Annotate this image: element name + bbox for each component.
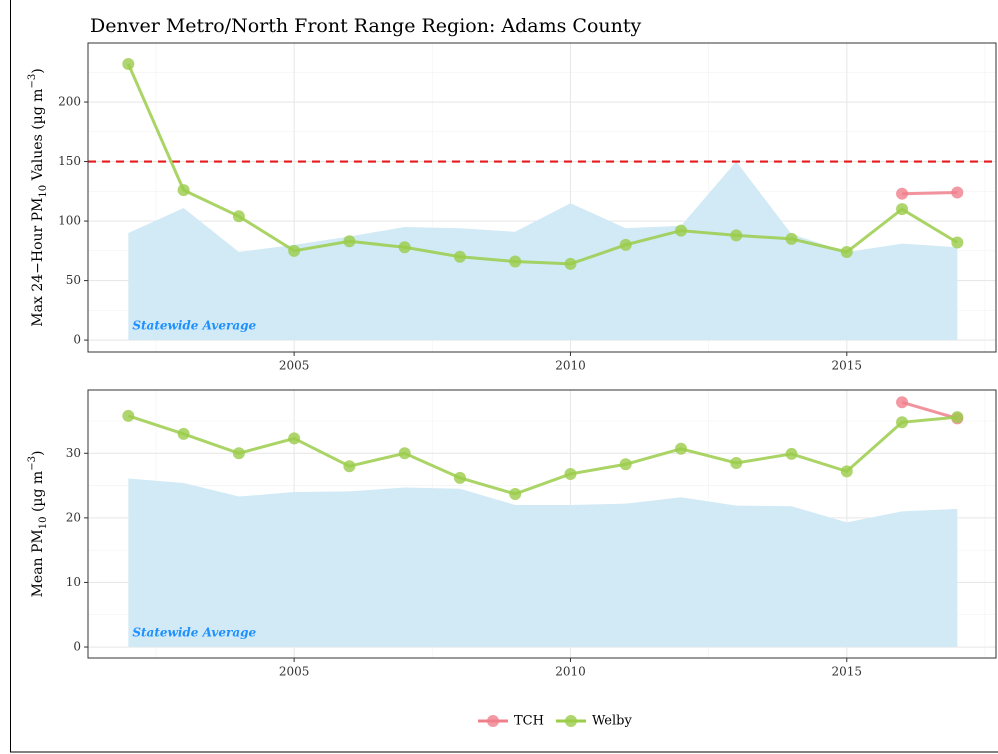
x-tick-label: 2015 <box>832 359 863 373</box>
point <box>122 57 135 70</box>
y-axis-label-part: Mean PM <box>30 529 46 597</box>
point <box>343 460 356 473</box>
y-tick-label: 0 <box>73 333 81 347</box>
point <box>896 396 909 409</box>
point <box>453 471 466 484</box>
point <box>730 229 743 242</box>
y-tick-label: 30 <box>66 446 81 460</box>
point <box>232 210 245 223</box>
point <box>730 456 743 469</box>
x-tick-label: 2010 <box>555 359 586 373</box>
y-axis-label-part: 10 <box>38 185 49 198</box>
point <box>619 458 632 471</box>
series-line <box>127 414 958 496</box>
y-axis-label-part: (µg m <box>30 471 46 517</box>
area <box>128 478 958 648</box>
y-tick-label: 0 <box>73 640 81 654</box>
point <box>232 447 245 460</box>
y-axis-label: Max 24−Hour PM10 Values (µg m−3) <box>27 68 49 326</box>
panel-border <box>87 389 997 659</box>
panel: Statewide Average 0 50 100 150 200 2005 2010 201… <box>27 42 997 373</box>
legend-point <box>487 715 499 727</box>
series-line <box>901 400 958 420</box>
legend-point <box>564 715 577 727</box>
y-tick-label: 150 <box>58 154 81 168</box>
area-label: Statewide Average <box>132 626 256 640</box>
y-axis-label-part: −3 <box>27 74 38 89</box>
legend-label: Welby <box>592 714 632 729</box>
point <box>177 184 190 197</box>
point <box>896 416 909 429</box>
y-axis-label-part: ) <box>30 68 46 73</box>
x-tick-label: 2005 <box>279 665 310 679</box>
series-line <box>126 63 959 266</box>
panel: Statewide Average 0 10 20 30 2005 2010 2015 Mean… <box>27 389 997 679</box>
y-axis-label-part: Max 24−Hour PM <box>30 198 46 327</box>
legend-label: TCH <box>514 714 544 729</box>
point <box>674 442 687 455</box>
point <box>509 255 522 268</box>
point <box>564 257 577 270</box>
y-tick-label: 50 <box>66 273 81 287</box>
point <box>288 432 301 445</box>
panel-border <box>87 42 997 353</box>
x-tick-label: 2005 <box>279 359 310 373</box>
y-axis-label-part: Values (µg m <box>30 89 46 185</box>
x-tick-label: 2015 <box>832 665 863 679</box>
point <box>564 467 577 480</box>
point <box>288 244 301 257</box>
y-tick-label: 20 <box>66 510 81 524</box>
area-label: Statewide Average <box>132 319 256 333</box>
series-line <box>902 191 958 196</box>
y-axis-label-part: ) <box>30 451 46 456</box>
point <box>509 487 522 500</box>
point <box>453 250 466 263</box>
point <box>951 411 964 424</box>
point <box>398 447 411 460</box>
point <box>951 186 964 199</box>
y-axis-label-part: 10 <box>38 516 49 529</box>
point <box>896 187 909 200</box>
point <box>840 465 853 478</box>
point <box>785 447 798 460</box>
point <box>398 241 411 254</box>
point <box>785 232 798 245</box>
point <box>122 409 135 422</box>
area <box>128 161 958 341</box>
point <box>674 224 687 237</box>
point <box>619 238 632 251</box>
y-axis-label-part: −3 <box>27 456 38 471</box>
chart-title: Denver Metro/North Front Range Region: A… <box>90 15 642 37</box>
point <box>896 203 909 216</box>
point <box>177 427 190 440</box>
y-tick-label: 100 <box>58 214 81 228</box>
x-tick-label: 2010 <box>555 665 586 679</box>
y-axis-label: Mean PM10 (µg m−3) <box>27 451 49 598</box>
point <box>951 236 964 249</box>
y-tick-label: 200 <box>58 95 81 109</box>
frame <box>10 0 998 753</box>
y-tick-label: 10 <box>66 575 81 589</box>
point <box>343 235 356 248</box>
point <box>840 246 853 259</box>
